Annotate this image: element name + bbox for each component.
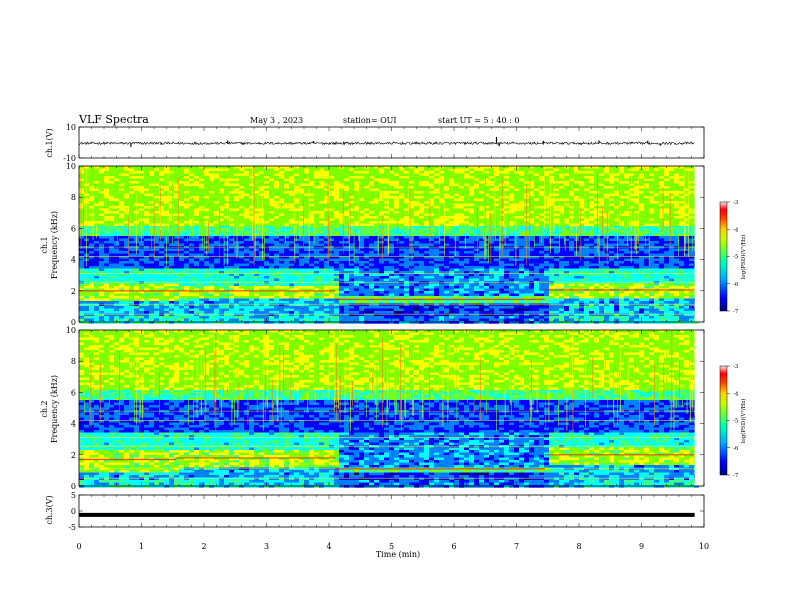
ch1-colorbar-label: log(PSD)(V²/Hz) — [740, 235, 747, 280]
ch1-ytick-label: 8 — [71, 193, 76, 202]
ch1-sferic-streaks — [80, 166, 693, 267]
ch1-ytick-label: 2 — [71, 287, 76, 296]
ch3-waveform-frame — [78, 494, 705, 528]
colorbar-tick-label: -5 — [733, 419, 739, 425]
ch2-ytick-label: 4 — [71, 420, 76, 429]
header-start-time: start UT = 5 : 40 : 0 — [438, 116, 519, 125]
x-tick-label: 7 — [514, 542, 519, 551]
ch2-sferic-streaks — [84, 330, 693, 432]
colorbar-tick-label: -7 — [733, 309, 739, 315]
ch2-ytick-label: 8 — [71, 357, 76, 366]
x-tick-label: 3 — [264, 542, 269, 551]
ch3-ytick-label: 0 — [71, 507, 76, 516]
ch2-spec-freq-label: Frequency (kHz) — [50, 375, 59, 443]
colorbar-tick-label: -5 — [733, 255, 739, 261]
ch2-ytick-label: 6 — [71, 388, 76, 397]
x-tick-label: 6 — [451, 542, 456, 551]
figure-title: VLF Spectra — [78, 113, 149, 126]
header-station: station= OUI — [343, 116, 397, 125]
x-axis-label: Time (min) — [376, 550, 420, 559]
colorbar-tick-label: -4 — [733, 391, 739, 397]
ch1-spec-freq-label: Frequency (kHz) — [50, 211, 59, 279]
ch2-ytick-label: 0 — [71, 482, 76, 491]
x-tick-label: 2 — [201, 542, 206, 551]
ch1-ytick-label: 4 — [71, 256, 76, 265]
colorbar-tick-label: -3 — [733, 200, 739, 206]
ch1-ytick-label: 10 — [66, 123, 76, 132]
x-tick-label: 9 — [639, 542, 644, 551]
ch3-waveform-panel: 5 0 -5 — [68, 491, 705, 532]
ch3-voltage-label: ch.3(V) — [45, 495, 54, 524]
ch1-spectrogram-panel: 0 2 4 6 8 10 — [66, 162, 705, 327]
x-tick-label: 4 — [326, 542, 331, 551]
header-date: May 3 , 2023 — [250, 116, 303, 125]
colorbar-tick-label: -3 — [733, 364, 739, 370]
x-tick-label: 1 — [139, 542, 144, 551]
ch2-ytick-label: 2 — [71, 451, 76, 460]
ch3-ytick-label: -5 — [68, 523, 76, 532]
ch1-waveform-panel: 10 -10 — [63, 123, 705, 163]
colorbar-tick-label: -6 — [733, 282, 739, 288]
ch1-ytick-label: -10 — [63, 154, 76, 163]
colorbar-tick-label: -7 — [733, 473, 739, 479]
ch1-voltage-label: ch.1(V) — [45, 128, 54, 157]
x-tick-label: 8 — [576, 542, 581, 551]
colorbar-tick-label: -4 — [733, 227, 739, 233]
ch1-ytick-label: 0 — [71, 318, 76, 327]
x-tick-label: 5 — [389, 542, 394, 551]
ch1-waveform-trace — [78, 141, 695, 146]
ch1-spectrogram-cells — [79, 166, 700, 324]
colorbar-tick-label: -6 — [733, 446, 739, 452]
x-tick-label: 0 — [76, 542, 81, 551]
ch2-spectrogram-panel: 0 2 4 6 8 10 — [66, 326, 705, 491]
ch2-spectrogram-cells — [79, 330, 700, 488]
ch3-ytick-label: 5 — [71, 491, 76, 500]
ch2-colorbar-label: log(PSD)(V²/Hz) — [740, 399, 747, 444]
x-tick-label: 10 — [699, 542, 709, 551]
ch1-ytick-label: 10 — [66, 162, 76, 171]
ch2-spec-channel-label: ch.2 — [40, 400, 49, 417]
ch1-ytick-label: 6 — [71, 224, 76, 233]
ch2-ytick-label: 10 — [66, 326, 76, 335]
ch1-spec-channel-label: ch.1 — [40, 236, 49, 253]
